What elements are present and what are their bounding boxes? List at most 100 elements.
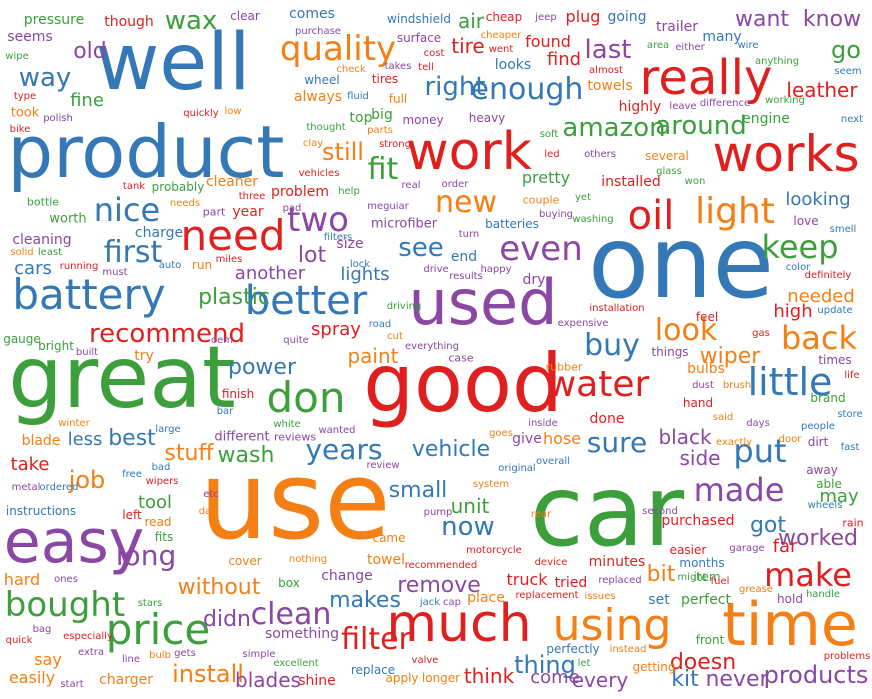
word-rear: rear [530,509,552,520]
word-start: start [60,679,84,690]
word-won: won [684,176,706,187]
word-cover: cover [228,554,262,568]
word-auto: auto [158,260,182,271]
word-white: white [273,419,301,430]
word-longer: longer [421,671,461,685]
word-fit: fit [367,152,399,187]
word-system: system [472,479,510,490]
word-want: want [734,7,790,32]
word-gas: gas [752,328,770,339]
word-fine: fine [70,90,104,111]
word-wipers: wipers [145,476,179,487]
word-motorcycle: motorcycle [466,545,522,556]
word-black: black [658,425,712,449]
word-change: change [321,568,373,584]
word-nice: nice [93,191,161,229]
word-though: though [104,14,154,30]
word-smell: smell [829,224,857,235]
word-vehicles: vehicles [298,168,340,179]
word-probably: probably [151,180,205,194]
word-many: many [702,29,742,45]
word-power: power [228,355,296,380]
word-better: better [244,278,368,324]
word-fits: fits [154,530,174,544]
word-dust: dust [692,380,714,391]
word-three: three [238,191,266,202]
word-update: update [817,305,853,316]
word-stuff: stuff [164,441,214,466]
word-valve: valve [411,655,439,666]
word-winter: winter [58,418,90,429]
word-different: different [214,429,270,445]
word-really: really [639,50,773,106]
word-installation: installation [589,303,645,314]
word-set: set [648,592,670,608]
word-perfect: perfect [681,592,731,608]
word-thought: thought [306,122,346,133]
word-low: low [224,106,242,117]
word-days: days [746,418,770,429]
word-wheels: wheels [807,500,843,511]
word-parts: parts [367,125,393,136]
word-getting: getting [632,660,676,674]
word-got: got [749,513,787,538]
word-sure: sure [586,426,648,459]
word-towels: towels [587,78,633,94]
word-real: real [401,180,421,191]
word-less: less [67,429,103,450]
word-needs: needs [169,198,201,209]
word-money: money [402,113,444,127]
word-strong: strong [379,139,411,150]
word-bit: bit [646,562,676,587]
word-wheel: wheel [304,73,340,87]
word-etc: etc [203,489,219,500]
word-others: others [584,149,616,160]
word-every: every [571,668,629,692]
word-around: around [655,111,747,141]
word-charge: charge [134,225,184,241]
word-jeep: jeep [535,12,557,23]
word-look: look [654,313,718,348]
word-wash: wash [217,443,275,468]
word-product: product [7,110,285,194]
word-must: must [102,267,128,278]
word-let: let [577,658,591,669]
word-price: price [105,605,211,654]
word-grease: grease [739,584,773,595]
word-bar: bar [216,406,234,417]
word-spray: spray [311,319,361,340]
word-work: work [406,122,532,182]
word-long: long [115,539,177,572]
word-didn: didn [203,607,251,632]
word-times: times [818,353,852,367]
word-driving: driving [386,301,422,312]
word-clay: clay [302,138,324,149]
word-worked: worked [778,526,858,551]
word-yet: yet [575,192,591,203]
word-charger: charger [99,672,153,688]
word-easily: easily [8,668,56,687]
word-inside: inside [528,418,558,429]
word-next: next [840,114,864,125]
word-might: might [677,572,707,583]
word-apply: apply [385,671,419,685]
word-stars: stars [137,598,163,609]
word-type: type [13,91,37,102]
word-done: done [589,411,625,427]
word-seem: seem [834,66,862,77]
word-went: went [488,44,514,55]
word-simple: simple [242,649,276,660]
word-recommend: recommend [89,319,245,349]
word-another: another [234,263,306,284]
word-top: top [349,110,373,126]
word-replaced: replaced [598,575,642,586]
word-hand: hand [682,396,714,410]
word-put: put [733,432,787,470]
word-tell: tell [418,62,434,73]
word-away: away [806,463,838,477]
word-take: take [10,454,50,475]
word-love: love [793,214,819,228]
word-quick: quick [5,635,33,646]
word-try: try [134,348,154,364]
